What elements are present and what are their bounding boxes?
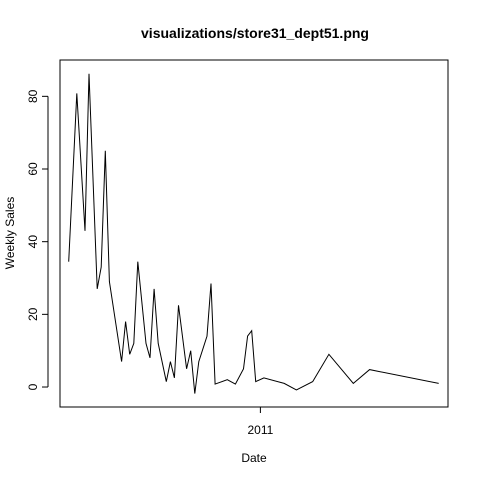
y-tick-label: 60 [26, 162, 40, 176]
series-line [68, 73, 439, 394]
series-layer [68, 73, 439, 394]
x-tick-label: 2011 [247, 423, 273, 437]
chart-title: visualizations/store31_dept51.png [141, 25, 369, 41]
plot-frame [59, 59, 449, 408]
y-axis: 0 20 40 60 80 [26, 89, 49, 390]
y-tick-label: 0 [26, 383, 40, 390]
x-axis: 2011 [247, 407, 274, 437]
y-tick-label: 40 [26, 235, 40, 249]
x-axis-label: Date [241, 451, 267, 465]
y-tick-label: 20 [26, 307, 40, 321]
y-tick-label: 80 [26, 89, 40, 103]
y-axis-label: Weekly Sales [3, 197, 17, 269]
